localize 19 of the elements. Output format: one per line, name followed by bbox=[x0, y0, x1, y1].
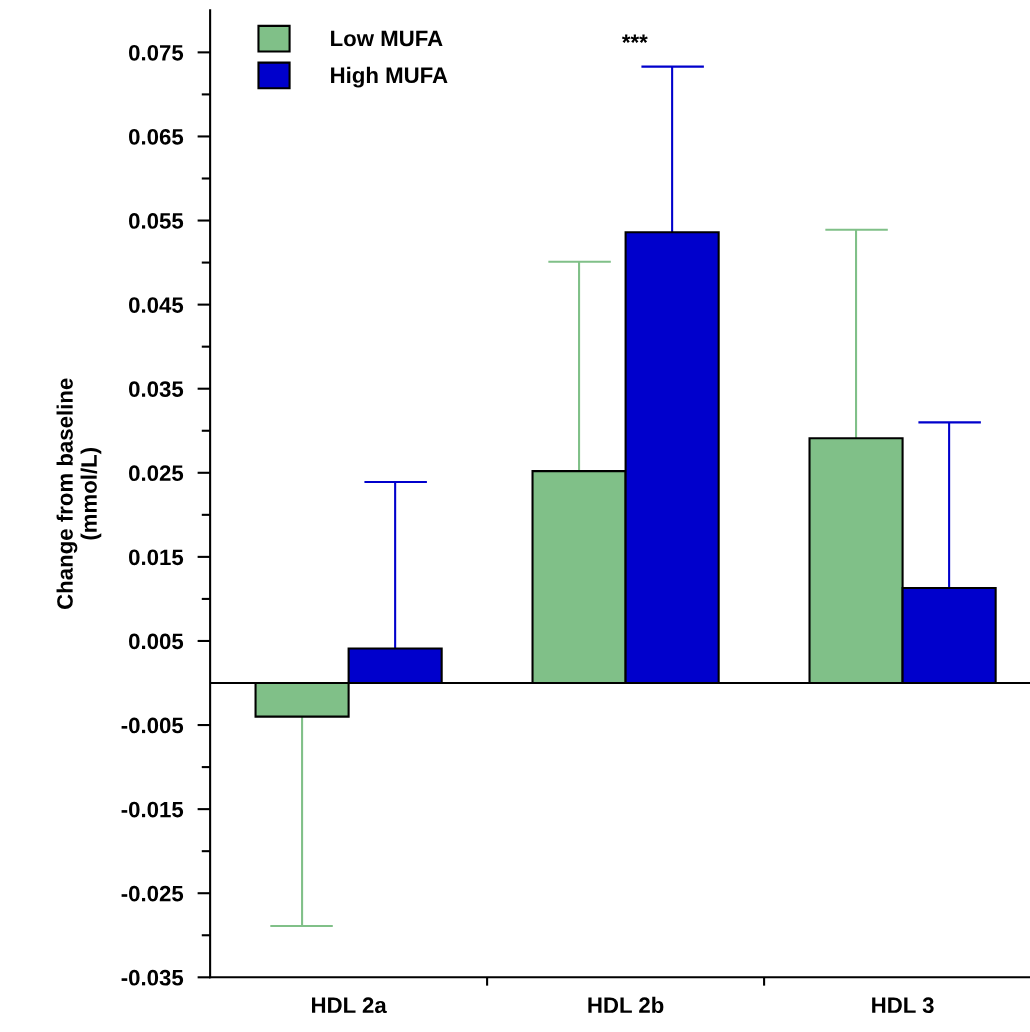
x-tick-label: HDL 3 bbox=[872, 997, 934, 1014]
y-tick-label: 0.015 bbox=[129, 549, 184, 566]
legend-label: Low MUFA bbox=[331, 30, 443, 47]
x-tick-label: HDL 2b bbox=[588, 996, 664, 1014]
y-tick-label: 0.035 bbox=[129, 381, 184, 398]
y-tick-label: 0.045 bbox=[129, 297, 184, 313]
x-tick-label: HDL 2a bbox=[312, 997, 387, 1014]
y-tick-label: -0.025 bbox=[121, 885, 184, 902]
y-tick-label: -0.035 bbox=[121, 969, 184, 986]
y-tick-label: 0.025 bbox=[129, 465, 184, 482]
y-tick-label: 0.065 bbox=[129, 128, 184, 145]
y-tick-label: -0.005 bbox=[121, 717, 184, 734]
y-axis-title: Change from baseline (mmol/L) bbox=[56, 378, 102, 609]
annotation: *** bbox=[621, 34, 648, 43]
legend-label: High MUFA bbox=[331, 66, 448, 88]
y-tick-label: -0.015 bbox=[121, 801, 184, 818]
y-tick-label: 0.005 bbox=[129, 633, 184, 650]
y-tick-label: 0.075 bbox=[129, 44, 184, 61]
y-tick-label: 0.055 bbox=[129, 213, 184, 229]
